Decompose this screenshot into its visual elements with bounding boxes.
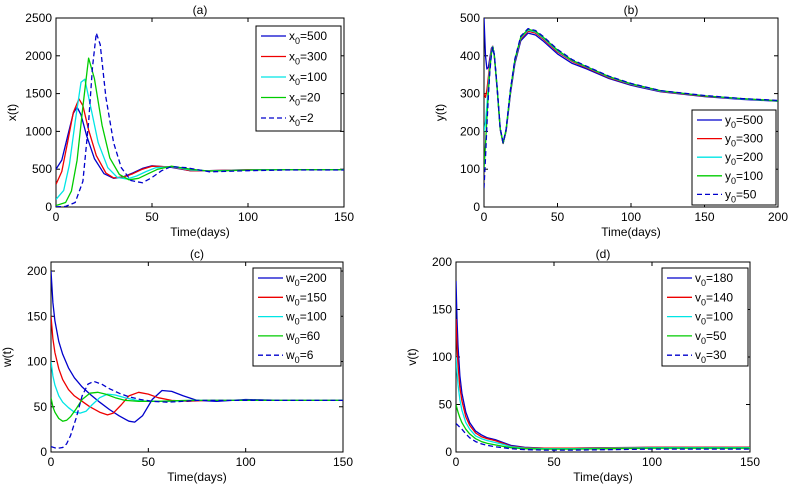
- legend-box: [255, 25, 342, 132]
- y-tick-label: 200: [460, 124, 480, 138]
- y-tick-label: 500: [32, 162, 52, 176]
- y-tick-label: 150: [27, 309, 47, 323]
- series-line-v0=50: [456, 404, 750, 450]
- panel-title: (d): [596, 247, 611, 261]
- legend-label: y0=50: [725, 187, 757, 204]
- y-axis-label: x(t): [5, 104, 19, 121]
- y-axis-label: w(t): [0, 347, 14, 368]
- x-axis-label: Time(days): [167, 470, 227, 484]
- legend-label: v0=30: [695, 348, 727, 365]
- panel-d: 0 50 100 150 0 50 100 150 200 (d) Time(days) v(t) v0…: [405, 247, 760, 484]
- y-axis-label: v(t): [405, 348, 419, 365]
- y-tick-label: 0: [445, 445, 452, 459]
- legend: x0=500 x0=300 x0=100 x0=20 x0=2: [255, 25, 342, 132]
- y-axis-label: y(t): [433, 104, 447, 121]
- x-tick-label: 100: [642, 455, 662, 469]
- panel-b: 0 50 100 150 200 0 100 200 300 400 500 (b) Time(days…: [433, 3, 788, 239]
- panel-title: (c): [190, 247, 204, 261]
- legend-label: w0=200: [285, 271, 327, 288]
- x-tick-label: 100: [621, 210, 641, 224]
- x-tick-label: 0: [453, 455, 460, 469]
- legend: v0=180 v0=140 v0=100 v0=50 v0=30: [661, 267, 749, 367]
- plot-frame: [50, 261, 344, 453]
- series-line-v0=100: [456, 356, 750, 450]
- y-tick-label: 100: [432, 350, 452, 364]
- legend-label: y0=300: [725, 132, 763, 149]
- legend-label: v0=180: [695, 271, 733, 288]
- panel-title: (a): [193, 3, 208, 17]
- legend-label: x0=300: [289, 50, 327, 67]
- x-axis-label: Time(days): [573, 470, 633, 484]
- y-tick-label: 50: [34, 400, 48, 414]
- x-tick-label: 50: [551, 210, 565, 224]
- y-tick-label: 0: [473, 200, 480, 214]
- x-tick-label: 50: [145, 210, 159, 224]
- x-axis-label: Time(days): [601, 225, 661, 239]
- y-tick-label: 200: [27, 264, 47, 278]
- x-tick-label: 0: [481, 210, 488, 224]
- legend-label: v0=50: [695, 329, 727, 346]
- legend-label: v0=140: [695, 290, 733, 307]
- legend-label: y0=500: [725, 113, 763, 130]
- series-line-x0=2: [56, 32, 344, 207]
- x-tick-label: 100: [238, 210, 258, 224]
- series-group: [51, 270, 343, 450]
- y-tick-label: 500: [460, 11, 480, 25]
- x-axis-label: Time(days): [170, 225, 230, 239]
- series-line-w0=60: [51, 391, 343, 422]
- series-group: [484, 18, 778, 189]
- y-tick-label: 100: [460, 162, 480, 176]
- legend-label: y0=100: [725, 169, 763, 186]
- series-line-v0=30: [456, 423, 750, 451]
- x-tick-label: 50: [142, 455, 156, 469]
- y-tick-label: 2500: [25, 11, 52, 25]
- y-tick-label: 0: [40, 445, 47, 459]
- legend-label: x0=2: [289, 111, 314, 128]
- x-tick-label: 100: [236, 455, 256, 469]
- plot-frame: [55, 17, 345, 208]
- x-tick-label: 0: [48, 455, 55, 469]
- x-tick-label: 150: [694, 210, 714, 224]
- series-group: [56, 32, 344, 207]
- panel-title: (b): [624, 3, 639, 17]
- x-tick-label: 50: [547, 455, 561, 469]
- x-tick-label: 150: [333, 455, 353, 469]
- y-tick-label: 0: [45, 200, 52, 214]
- series-line-w0=100: [51, 361, 343, 414]
- legend-label: w0=100: [285, 310, 327, 327]
- legend-label: w0=150: [285, 290, 327, 307]
- legend-label: y0=200: [725, 150, 763, 167]
- x-tick-label: 200: [768, 210, 788, 224]
- legend-label: v0=100: [695, 310, 733, 327]
- x-tick-label: 0: [53, 210, 60, 224]
- legend-label: x0=500: [289, 29, 327, 46]
- panel-a: 0 50 100 15005001000150020002500(a)Time(day…: [5, 3, 354, 239]
- y-tick-label: 300: [460, 87, 480, 101]
- y-tick-label: 400: [460, 49, 480, 63]
- x-tick-label: 150: [740, 455, 760, 469]
- legend: w0=200 w0=150 w0=100 w0=60 w0=6: [252, 267, 342, 367]
- series-line-y0=50: [484, 27, 778, 189]
- legend-label: x0=20: [289, 91, 321, 108]
- legend-label: w0=6: [285, 348, 314, 365]
- panel-c: 0 50 100 150 0 50 100 150 200 (c) Time(days) w(t) w0…: [0, 247, 353, 484]
- legend-label: x0=100: [289, 70, 327, 87]
- y-tick-label: 1000: [25, 124, 52, 138]
- y-tick-label: 1500: [25, 87, 52, 101]
- y-tick-label: 2000: [25, 49, 52, 63]
- y-tick-label: 50: [439, 398, 453, 412]
- series-group: [456, 280, 750, 451]
- series-line-w0=6: [51, 380, 343, 450]
- x-tick-label: 150: [334, 210, 354, 224]
- y-tick-label: 100: [27, 355, 47, 369]
- y-tick-label: 150: [432, 303, 452, 317]
- legend-label: w0=60: [285, 329, 320, 346]
- y-tick-label: 200: [432, 255, 452, 269]
